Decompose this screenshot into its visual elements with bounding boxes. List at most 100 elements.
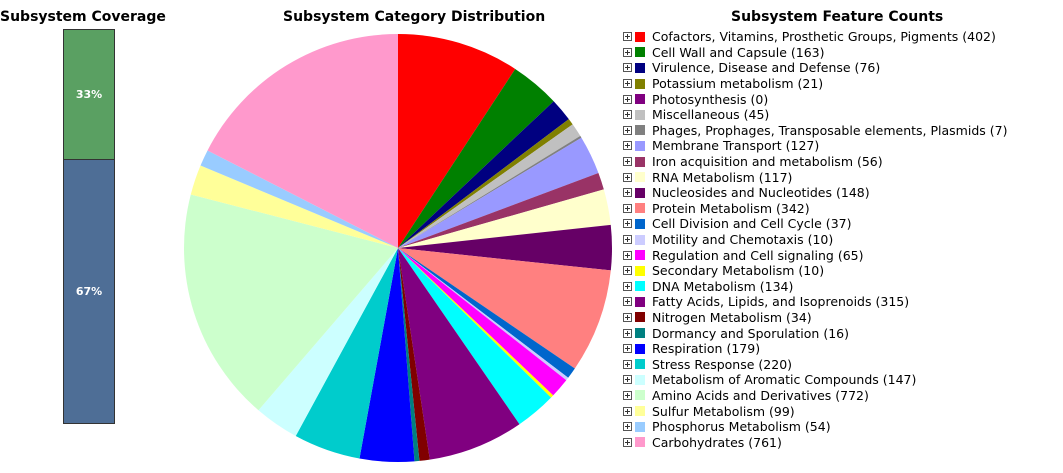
pie-slice-12[interactable] — [398, 248, 575, 378]
expand-icon[interactable] — [623, 281, 632, 291]
pie-slice-15[interactable] — [398, 248, 554, 398]
legend-item[interactable]: Nucleosides and Nucleotides (148) — [623, 185, 1007, 201]
expand-icon[interactable] — [623, 94, 632, 104]
expand-icon[interactable] — [623, 390, 632, 400]
legend-item[interactable]: Dormancy and Sporulation (16) — [623, 325, 1007, 341]
pie-slice-8[interactable] — [398, 173, 604, 248]
legend-paren-close: ) — [858, 247, 864, 263]
legend-item[interactable]: RNA Metabolism (117) — [623, 169, 1007, 185]
legend-count: 7 — [994, 122, 1003, 138]
legend-item[interactable]: Cell Division and Cell Cycle (37) — [623, 216, 1007, 232]
pie-slice-6[interactable] — [398, 135, 582, 248]
pie-slice-18[interactable] — [398, 248, 430, 461]
legend-item[interactable]: Protein Metabolism (342) — [623, 201, 1007, 217]
expand-icon[interactable] — [623, 172, 632, 182]
legend-paren-open: ( — [800, 419, 810, 435]
legend-paren-close: ) — [788, 278, 794, 294]
legend-item[interactable]: Cofactors, Vitamins, Prosthetic Groups, … — [623, 29, 1007, 45]
expand-icon[interactable] — [623, 157, 632, 167]
expand-icon[interactable] — [623, 32, 632, 42]
expand-icon[interactable] — [623, 219, 632, 229]
legend-item[interactable]: Iron acquisition and metabolism (56) — [623, 154, 1007, 170]
expand-icon[interactable] — [623, 235, 632, 245]
pie-slice-9[interactable] — [398, 189, 611, 248]
pie-slice-7[interactable] — [398, 137, 599, 248]
legend-paren-close: ) — [828, 232, 834, 248]
pie-slice-0[interactable] — [398, 34, 516, 248]
expand-icon[interactable] — [623, 47, 632, 57]
pie-slice-10[interactable] — [398, 224, 612, 271]
legend-item[interactable]: Miscellaneous (45) — [623, 107, 1007, 123]
pie-slice-24[interactable] — [190, 165, 398, 248]
expand-icon[interactable] — [623, 375, 632, 385]
expand-icon[interactable] — [623, 359, 632, 369]
expand-icon[interactable] — [623, 266, 632, 276]
legend-item[interactable]: Respiration (179) — [623, 341, 1007, 357]
pie-slice-22[interactable] — [258, 248, 398, 436]
legend-count: 127 — [790, 138, 815, 154]
legend-item[interactable]: Sulfur Metabolism (99) — [623, 403, 1007, 419]
legend-item[interactable]: Phages, Prophages, Transposable elements… — [623, 123, 1007, 139]
legend-label: Respiration — [652, 341, 723, 357]
expand-icon[interactable] — [623, 328, 632, 338]
expand-icon[interactable] — [623, 188, 632, 198]
legend-item[interactable]: Fatty Acids, Lipids, and Isoprenoids (31… — [623, 294, 1007, 310]
pie-slice-23[interactable] — [184, 194, 398, 411]
pie-slice-16[interactable] — [398, 248, 552, 425]
pie-slice-21[interactable] — [295, 248, 398, 459]
legend-item[interactable]: Virulence, Disease and Defense (76) — [623, 60, 1007, 76]
legend-item[interactable]: Motility and Chemotaxis (10) — [623, 232, 1007, 248]
legend-label: Cofactors, Vitamins, Prosthetic Groups, … — [652, 29, 959, 45]
legend-item[interactable]: Secondary Metabolism (10) — [623, 263, 1007, 279]
pie-slice-17[interactable] — [398, 248, 520, 460]
pie-slice-13[interactable] — [398, 248, 569, 381]
legend-swatch — [635, 187, 645, 198]
expand-icon[interactable] — [623, 250, 632, 260]
pie-slice-5[interactable] — [398, 124, 581, 248]
legend-paren-open: ( — [746, 91, 756, 107]
legend-item[interactable]: Photosynthesis (0) — [623, 91, 1007, 107]
legend-count: 65 — [842, 247, 859, 263]
pie-slice-26[interactable] — [207, 34, 398, 248]
legend-item[interactable]: Carbohydrates (761) — [623, 434, 1007, 450]
legend-paren-open: ( — [739, 107, 749, 123]
expand-icon[interactable] — [623, 422, 632, 432]
legend-item[interactable]: Membrane Transport (127) — [623, 138, 1007, 154]
legend-count: 16 — [828, 325, 845, 341]
pie-slice-14[interactable] — [398, 248, 567, 396]
legend-item[interactable]: DNA Metabolism (134) — [623, 279, 1007, 295]
pie-slice-19[interactable] — [398, 248, 420, 462]
legend-paren-open: ( — [754, 356, 764, 372]
pie-slice-2[interactable] — [398, 101, 569, 248]
legend-swatch — [635, 140, 645, 151]
expand-icon[interactable] — [623, 79, 632, 89]
legend-item[interactable]: Phosphorus Metabolism (54) — [623, 419, 1007, 435]
expand-icon[interactable] — [623, 312, 632, 322]
legend-item[interactable]: Regulation and Cell signaling (65) — [623, 247, 1007, 263]
legend-item[interactable]: Metabolism of Aromatic Compounds (147) — [623, 372, 1007, 388]
legend-swatch — [635, 94, 645, 105]
legend-item[interactable]: Cell Wall and Capsule (163) — [623, 45, 1007, 61]
legend-paren-open: ( — [755, 278, 765, 294]
legend-item[interactable]: Nitrogen Metabolism (34) — [623, 310, 1007, 326]
legend-item[interactable]: Potassium metabolism (21) — [623, 76, 1007, 92]
pie-slice-25[interactable] — [200, 150, 398, 248]
pie-slice-11[interactable] — [398, 248, 611, 369]
legend-paren-close: ) — [804, 200, 810, 216]
legend-item[interactable]: Stress Response (220) — [623, 356, 1007, 372]
expand-icon[interactable] — [623, 110, 632, 120]
legend-item[interactable]: Amino Acids and Derivatives (772) — [623, 388, 1007, 404]
expand-icon[interactable] — [623, 63, 632, 73]
legend-label: Metabolism of Aromatic Compounds — [652, 372, 879, 388]
expand-icon[interactable] — [623, 141, 632, 151]
pie-slice-3[interactable] — [398, 119, 573, 249]
expand-icon[interactable] — [623, 406, 632, 416]
expand-icon[interactable] — [623, 125, 632, 135]
expand-icon[interactable] — [623, 297, 632, 307]
pie-slice-20[interactable] — [359, 248, 415, 463]
expand-icon[interactable] — [623, 344, 632, 354]
pie-slice-1[interactable] — [398, 68, 554, 248]
expand-icon[interactable] — [623, 203, 632, 213]
expand-icon[interactable] — [623, 437, 632, 447]
legend-count: 56 — [861, 154, 878, 170]
